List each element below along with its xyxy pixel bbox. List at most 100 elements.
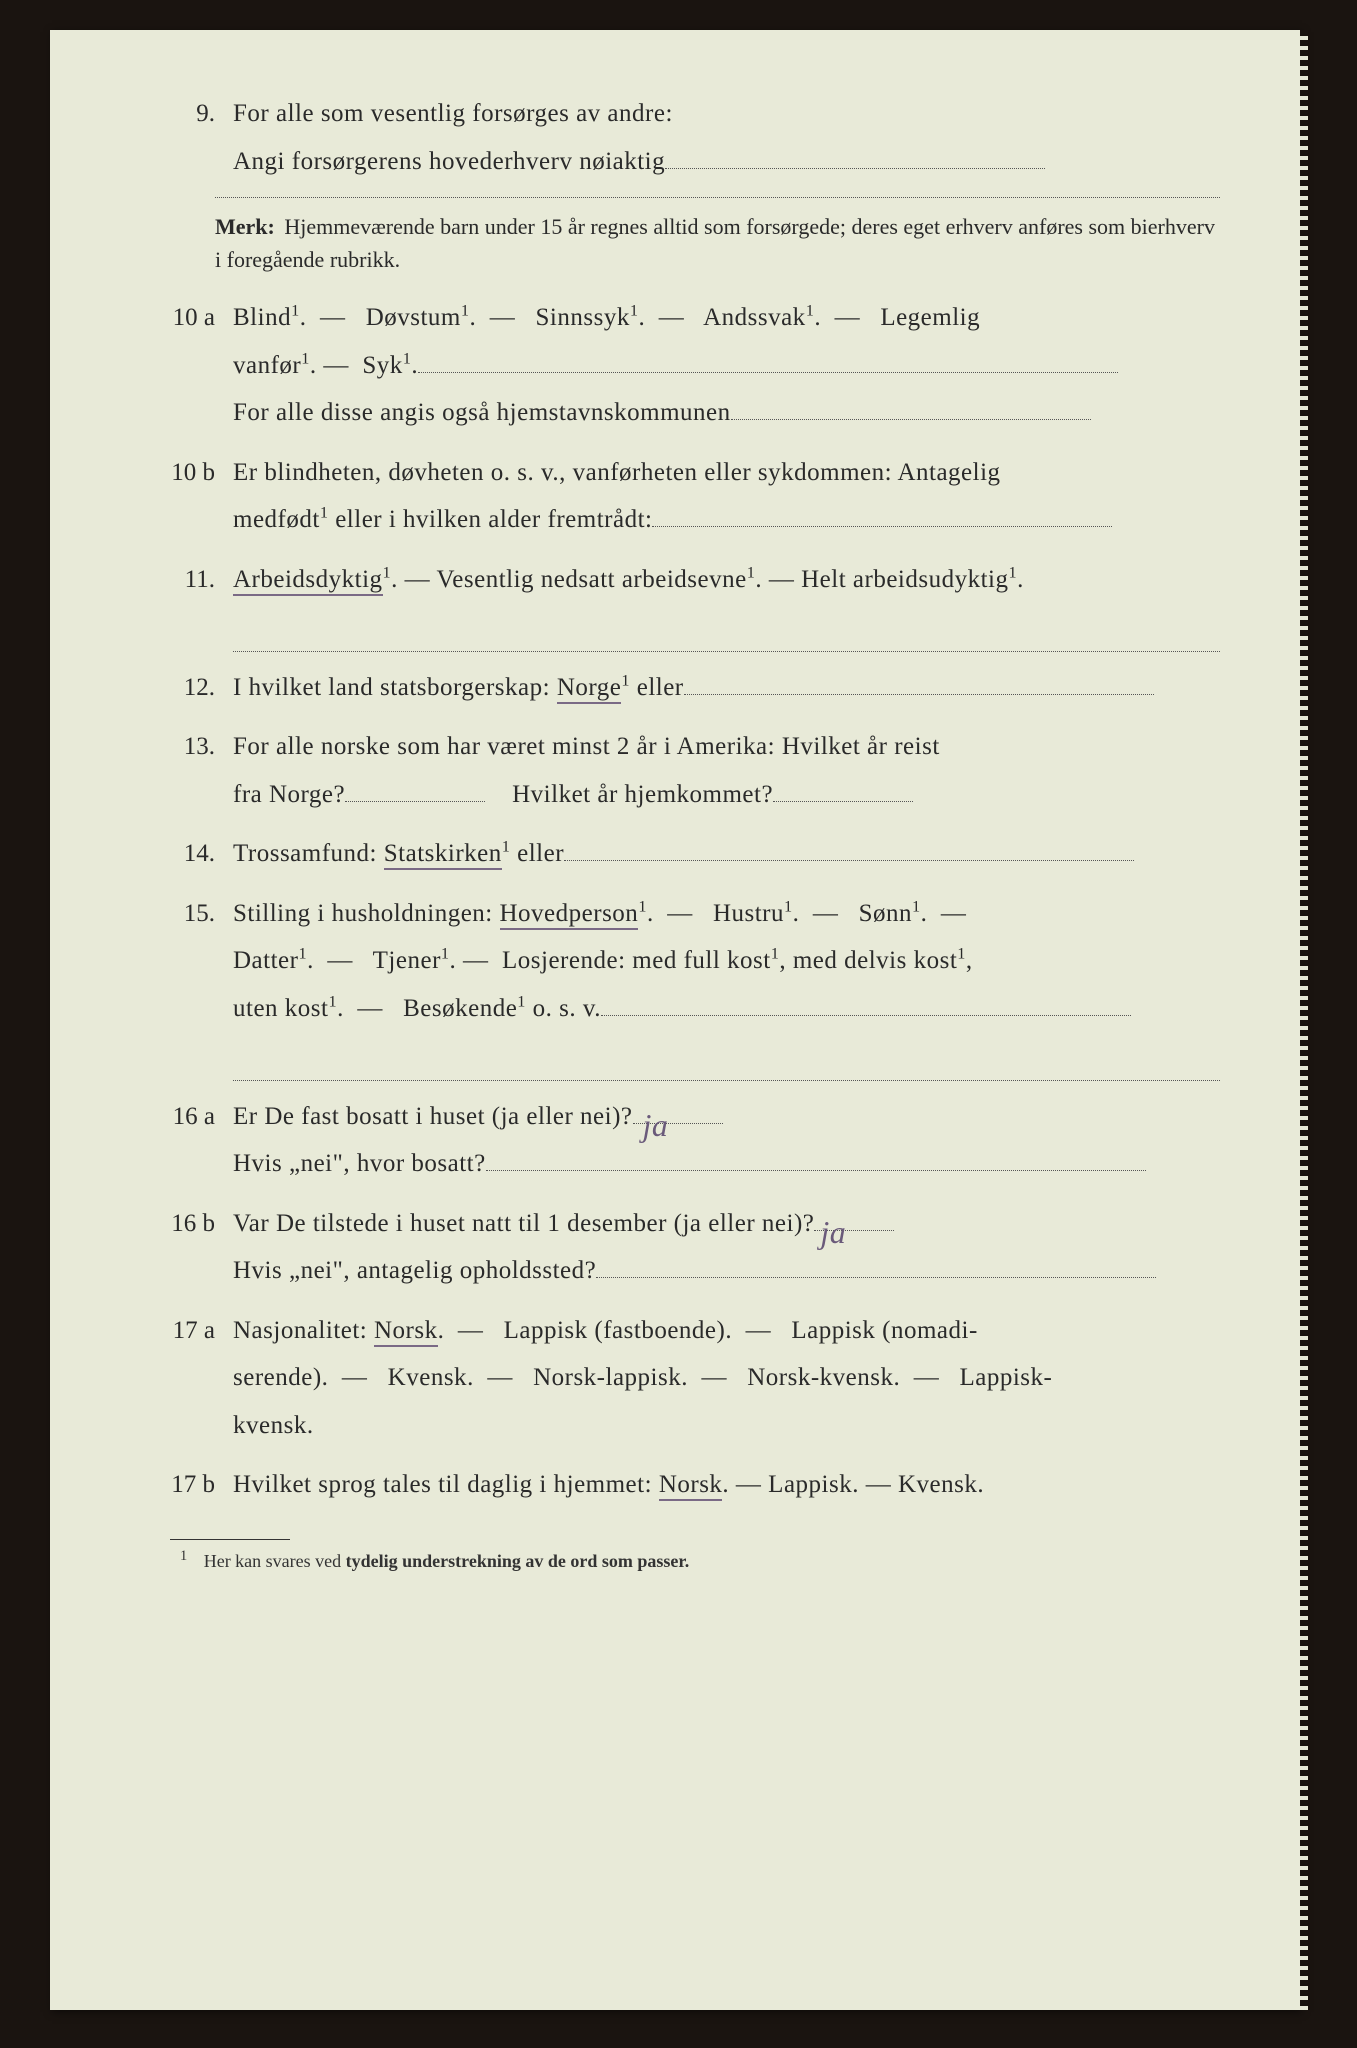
q17a-serende: serende). [233,1364,328,1391]
q17a-lappisk-fast: Lappisk (fastboende) [504,1317,726,1344]
q17a-underlined: Norsk [374,1317,438,1347]
q15-uten: uten kost [233,995,328,1022]
q16b-blank2 [596,1277,1156,1278]
q17a-kvensk2: kvensk. [233,1412,314,1439]
q16b-number: 16 b [140,1200,233,1295]
q15-hustru: Hustru [713,900,784,927]
footnote-bold: tydelig understrekning av de ord som pas… [346,1551,690,1571]
q16a-line2: Hvis „nei", hvor bosatt? [233,1150,486,1177]
q9-line2: Angi forsørgerens hovederhverv nøiaktig [233,148,665,175]
question-13: 13. For alle norske som har været minst … [140,723,1220,818]
q10a-number: 10 a [140,294,233,437]
q13-text: For alle norske som har været minst 2 år… [233,733,940,760]
q10a-blank [418,372,1118,373]
q10a-opt-blind: Blind [233,304,291,331]
q10b-text2b: eller i hvilken alder fremtrådt: [328,506,652,533]
q13-number: 13. [140,723,233,818]
q15-content: Stilling i husholdningen: Hovedperson1. … [233,890,1220,1081]
q14-number: 14. [140,830,233,878]
q17a-norsk-kvensk: Norsk-kvensk [747,1364,893,1391]
q15-delvis: med delvis kost [793,947,957,974]
question-10b: 10 b Er blindheten, døvheten o. s. v., v… [140,449,1220,544]
q14-underlined: Statskirken [384,840,502,870]
q10b-content: Er blindheten, døvheten o. s. v., vanfør… [233,449,1220,544]
q14-content: Trossamfund: Statskirken1 eller [233,830,1220,878]
merk-text: Hjemmeværende barn under 15 år regnes al… [215,214,1215,272]
q17a-lappisk-nomad: Lappisk (nomadi- [791,1317,977,1344]
q9-blank [665,168,1045,169]
q10a-opt-dovstum: Døvstum [366,304,461,331]
q17a-text: Nasjonalitet: [233,1317,374,1344]
q10a-opt-andssvak: Andssvak [703,304,806,331]
q17b-text: Hvilket sprog tales til daglig i hjemmet… [233,1471,659,1498]
q17b-number: 17 b [140,1461,233,1509]
q13-blank2 [773,801,913,802]
q11-content: Arbeidsdyktig1. — Vesentlig nedsatt arbe… [233,556,1220,652]
question-9: 9. For alle som vesentlig forsørges av a… [140,90,1220,185]
q12-number: 12. [140,664,233,712]
question-12: 12. I hvilket land statsborgerskap: Norg… [140,664,1220,712]
q17a-lappisk-h: Lappisk- [959,1364,1052,1391]
q17b-content: Hvilket sprog tales til daglig i hjemmet… [233,1461,1220,1509]
q16a-answer-blank: ja [633,1123,723,1124]
q15-losjerende: Losjerende: med full kost [502,947,771,974]
q17b-lappisk: Lappisk [768,1471,852,1498]
q17a-norsk-lappisk: Norsk-lappisk [533,1364,681,1391]
q15-text: Stilling i husholdningen: [233,900,500,927]
q17a-content: Nasjonalitet: Norsk. — Lappisk (fastboen… [233,1307,1220,1450]
q10a-opt-syk: Syk [362,352,402,379]
q16b-answer-blank: ja [814,1230,894,1231]
q17a-kvensk: Kvensk [388,1364,467,1391]
document-page: 9. For alle som vesentlig forsørges av a… [50,30,1300,2010]
footnote-sup: 1 [180,1548,187,1564]
q17b-underlined: Norsk [659,1471,723,1501]
q16a-text: Er De fast bosatt i huset (ja eller nei)… [233,1103,633,1130]
footnote-rule [170,1539,290,1540]
q15-underlined: Hovedperson [500,900,639,930]
q13-line2b: Hvilket år hjemkommet? [512,781,773,808]
q12-blank [684,694,1154,695]
q10b-number: 10 b [140,449,233,544]
q15-blank-line [233,1032,1220,1081]
q13-content: For alle norske som har været minst 2 år… [233,723,1220,818]
q14-after: eller [510,840,564,867]
q15-sonn: Sønn [859,900,912,927]
q10a-blank2 [731,419,1091,420]
q10b-medfodt: medfødt [233,506,320,533]
question-17b: 17 b Hvilket sprog tales til daglig i hj… [140,1461,1220,1509]
q12-text: I hvilket land statsborgerskap: [233,674,557,701]
merk-label: Merk: [215,210,275,243]
footnote-text-a: Her kan svares ved [204,1551,346,1571]
q9-line1: For alle som vesentlig forsørges av andr… [233,100,673,127]
q16a-content: Er De fast bosatt i huset (ja eller nei)… [233,1093,1220,1188]
question-17a: 17 a Nasjonalitet: Norsk. — Lappisk (fas… [140,1307,1220,1450]
q10a-opt-sinnssyk: Sinnssyk [536,304,630,331]
q10a-opt-vanfor: vanfør [233,352,301,379]
q16b-text: Var De tilstede i huset natt til 1 desem… [233,1210,814,1237]
q10b-blank [652,526,1112,527]
q16b-line2: Hvis „nei", antagelig opholdssted? [233,1257,596,1284]
q14-text: Trossamfund: [233,840,384,867]
q12-underlined: Norge [557,674,622,704]
q10a-content: Blind1. — Døvstum1. — Sinnssyk1. — Andss… [233,294,1220,437]
q15-datter: Datter [233,947,298,974]
q14-blank [564,860,1134,861]
footnote: 1 Her kan svares ved tydelig understrekn… [180,1548,1220,1572]
q10a-line2: For alle disse angis også hjemstavnskomm… [233,399,731,426]
q9-content: For alle som vesentlig forsørges av andr… [233,90,1220,185]
question-16a: 16 a Er De fast bosatt i huset (ja eller… [140,1093,1220,1188]
q11-blank-line [233,603,1220,652]
q9-number: 9. [140,90,233,185]
question-14: 14. Trossamfund: Statskirken1 eller [140,830,1220,878]
q15-tjener: Tjener [373,947,441,974]
q10b-text1: Er blindheten, døvheten o. s. v., vanfør… [233,459,1001,486]
q13-line2a: fra Norge? [233,781,345,808]
q17a-number: 17 a [140,1307,233,1450]
q10a-opt-legemlig: Legemlig [880,304,980,331]
q15-number: 15. [140,890,233,1081]
q15-besokende: Besøkende [403,995,517,1022]
q11-opt3: Helt arbeidsudyktig [801,566,1008,593]
q11-underlined: Arbeidsdyktig [233,566,383,596]
question-16b: 16 b Var De tilstede i huset natt til 1 … [140,1200,1220,1295]
q12-after: eller [630,674,684,701]
